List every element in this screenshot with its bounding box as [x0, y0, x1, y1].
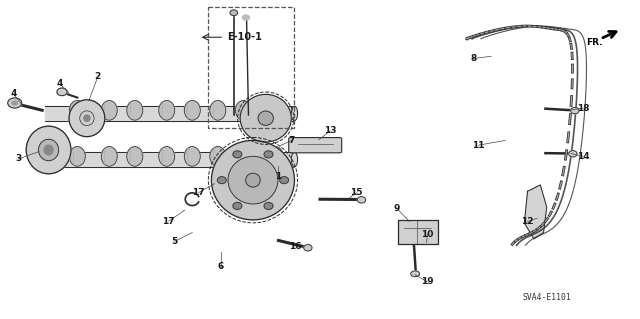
Text: 17: 17 — [193, 188, 205, 197]
Ellipse shape — [69, 147, 85, 166]
FancyBboxPatch shape — [289, 137, 342, 153]
Ellipse shape — [127, 147, 143, 166]
Text: FR.: FR. — [586, 38, 603, 48]
Ellipse shape — [357, 197, 365, 203]
Ellipse shape — [127, 100, 143, 120]
Ellipse shape — [184, 147, 200, 166]
Ellipse shape — [258, 111, 273, 125]
FancyBboxPatch shape — [398, 220, 438, 244]
Text: 17: 17 — [163, 217, 175, 226]
Text: 8: 8 — [470, 54, 476, 63]
Polygon shape — [524, 185, 547, 239]
Ellipse shape — [184, 100, 200, 120]
Ellipse shape — [264, 203, 273, 210]
Text: 5: 5 — [172, 237, 177, 246]
Text: 15: 15 — [350, 188, 363, 197]
Text: 2: 2 — [95, 72, 101, 81]
Text: 18: 18 — [577, 104, 589, 113]
Text: 1: 1 — [275, 173, 282, 182]
Ellipse shape — [264, 151, 273, 158]
Text: 3: 3 — [15, 154, 22, 163]
Ellipse shape — [44, 145, 53, 155]
Ellipse shape — [69, 100, 85, 120]
Ellipse shape — [228, 156, 278, 204]
Ellipse shape — [233, 151, 242, 158]
Ellipse shape — [57, 88, 67, 96]
Text: 4: 4 — [10, 89, 17, 98]
Text: E-10-1: E-10-1 — [227, 32, 262, 41]
Ellipse shape — [230, 10, 237, 16]
Ellipse shape — [210, 100, 226, 120]
Text: 7: 7 — [289, 136, 295, 145]
Ellipse shape — [246, 173, 260, 187]
Ellipse shape — [291, 152, 298, 167]
Ellipse shape — [268, 147, 284, 166]
Ellipse shape — [571, 108, 579, 114]
Ellipse shape — [304, 245, 312, 251]
Text: 10: 10 — [421, 230, 433, 239]
Ellipse shape — [211, 140, 294, 220]
Ellipse shape — [268, 100, 284, 120]
Text: 4: 4 — [57, 79, 63, 88]
Ellipse shape — [280, 177, 289, 184]
Text: 11: 11 — [472, 141, 484, 150]
Ellipse shape — [84, 115, 90, 122]
Text: 13: 13 — [324, 126, 337, 135]
Ellipse shape — [210, 147, 226, 166]
Text: 6: 6 — [218, 262, 224, 271]
Text: 16: 16 — [289, 242, 302, 251]
Bar — [208, 7, 294, 128]
Ellipse shape — [236, 147, 252, 166]
Ellipse shape — [101, 147, 117, 166]
Ellipse shape — [240, 94, 291, 142]
Text: 14: 14 — [577, 152, 589, 161]
Text: SVA4-E1101: SVA4-E1101 — [522, 293, 571, 302]
Ellipse shape — [411, 271, 420, 277]
Ellipse shape — [8, 98, 22, 108]
Ellipse shape — [243, 15, 250, 20]
Ellipse shape — [233, 203, 242, 210]
Ellipse shape — [159, 147, 175, 166]
Ellipse shape — [291, 106, 298, 121]
Text: 12: 12 — [522, 217, 534, 226]
Ellipse shape — [159, 100, 175, 120]
Ellipse shape — [101, 100, 117, 120]
Ellipse shape — [12, 101, 17, 105]
Ellipse shape — [26, 126, 71, 174]
Ellipse shape — [69, 100, 105, 137]
Ellipse shape — [218, 177, 227, 184]
Text: 19: 19 — [421, 277, 433, 286]
Text: 9: 9 — [394, 204, 400, 212]
Ellipse shape — [569, 151, 577, 157]
Ellipse shape — [236, 100, 252, 120]
Ellipse shape — [38, 139, 59, 161]
